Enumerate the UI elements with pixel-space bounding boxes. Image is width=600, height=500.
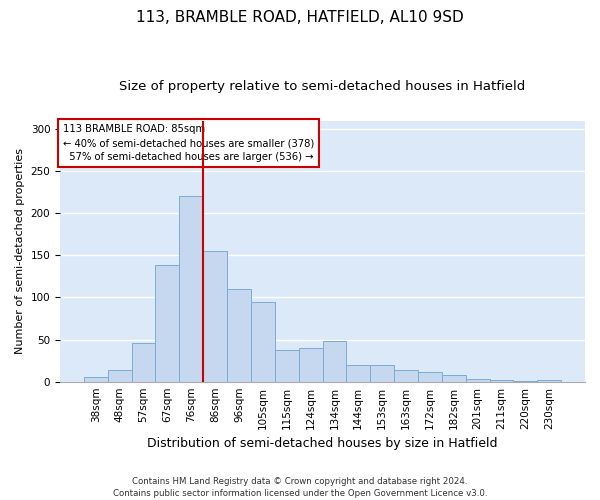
Bar <box>251 302 275 382</box>
Bar <box>514 381 537 382</box>
Bar <box>84 378 108 382</box>
Bar <box>108 370 131 382</box>
Title: Size of property relative to semi-detached houses in Hatfield: Size of property relative to semi-detach… <box>119 80 526 93</box>
Bar <box>370 365 394 382</box>
Bar <box>466 379 490 382</box>
Bar <box>537 380 561 382</box>
Bar <box>179 196 203 382</box>
Bar <box>155 266 179 382</box>
Bar <box>275 350 299 382</box>
Bar <box>394 370 418 382</box>
Bar <box>490 380 514 382</box>
Text: 113 BRAMBLE ROAD: 85sqm
← 40% of semi-detached houses are smaller (378)
  57% of: 113 BRAMBLE ROAD: 85sqm ← 40% of semi-de… <box>62 124 314 162</box>
X-axis label: Distribution of semi-detached houses by size in Hatfield: Distribution of semi-detached houses by … <box>147 437 498 450</box>
Text: Contains HM Land Registry data © Crown copyright and database right 2024.
Contai: Contains HM Land Registry data © Crown c… <box>113 476 487 498</box>
Y-axis label: Number of semi-detached properties: Number of semi-detached properties <box>15 148 25 354</box>
Bar <box>299 348 323 382</box>
Bar <box>227 289 251 382</box>
Text: 113, BRAMBLE ROAD, HATFIELD, AL10 9SD: 113, BRAMBLE ROAD, HATFIELD, AL10 9SD <box>136 10 464 25</box>
Bar <box>346 365 370 382</box>
Bar <box>203 251 227 382</box>
Bar <box>323 341 346 382</box>
Bar <box>131 343 155 382</box>
Bar <box>418 372 442 382</box>
Bar <box>442 375 466 382</box>
